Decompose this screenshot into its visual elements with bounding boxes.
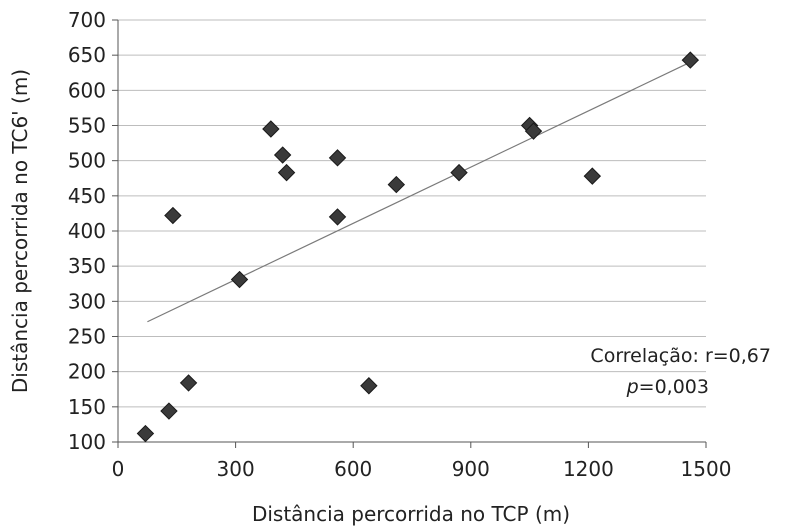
gridlines: [112, 19, 707, 448]
data-point-11: [360, 377, 378, 395]
y-tick-label: 550: [68, 114, 106, 138]
x-tick-label: 1500: [681, 457, 732, 481]
data-point-15: [524, 122, 543, 140]
y-tick-label: 250: [68, 325, 106, 349]
x-axis-title: Distância percorrida no TCP (m): [252, 502, 570, 526]
data-point-12: [387, 175, 406, 194]
data-point-3: [164, 206, 182, 225]
y-tick-label: 500: [68, 149, 106, 173]
x-tick-label: 1200: [563, 457, 614, 481]
data-point-16: [583, 167, 602, 185]
data-point-4: [179, 374, 198, 392]
x-tick-label: 300: [217, 457, 255, 481]
x-tick-label: 600: [334, 457, 372, 481]
x-tick-label: 0: [112, 457, 125, 481]
correlation-annotation: Correlação: r=0,67: [590, 345, 771, 367]
data-point-9: [328, 149, 347, 167]
x-tick-label: 900: [452, 457, 490, 481]
data-point-2: [160, 402, 178, 420]
data-point-7: [273, 146, 292, 164]
y-tick-label: 600: [68, 78, 106, 102]
y-tick-label: 450: [68, 184, 106, 208]
y-tick-label: 700: [68, 8, 106, 32]
y-tick-label: 350: [68, 254, 106, 278]
y-tick-label: 100: [68, 430, 106, 454]
p-value: =0,003: [639, 376, 709, 398]
data-point-5: [230, 270, 249, 289]
data-point-10: [328, 208, 347, 226]
data-point-13: [450, 163, 468, 182]
y-tick-label: 150: [68, 395, 106, 419]
y-axis-title: Distância percorrida no TC6' (m): [8, 69, 32, 393]
data-point-8: [277, 163, 296, 182]
data-point-1: [136, 424, 155, 443]
axes: [117, 20, 706, 443]
data-point-17: [681, 51, 700, 69]
p-value-annotation: p=0,003: [626, 376, 709, 398]
tick-labels: 100 150 200 250 300 350 400 450 500 550 600 650 700 0…: [68, 8, 732, 481]
p-symbol: p: [626, 376, 639, 398]
data-points: [136, 51, 700, 443]
trendline: [147, 61, 691, 323]
y-tick-label: 300: [68, 289, 106, 313]
data-point-6: [262, 120, 280, 138]
y-tick-label: 650: [68, 43, 106, 67]
y-tick-label: 200: [68, 360, 106, 384]
y-tick-label: 400: [68, 219, 106, 243]
